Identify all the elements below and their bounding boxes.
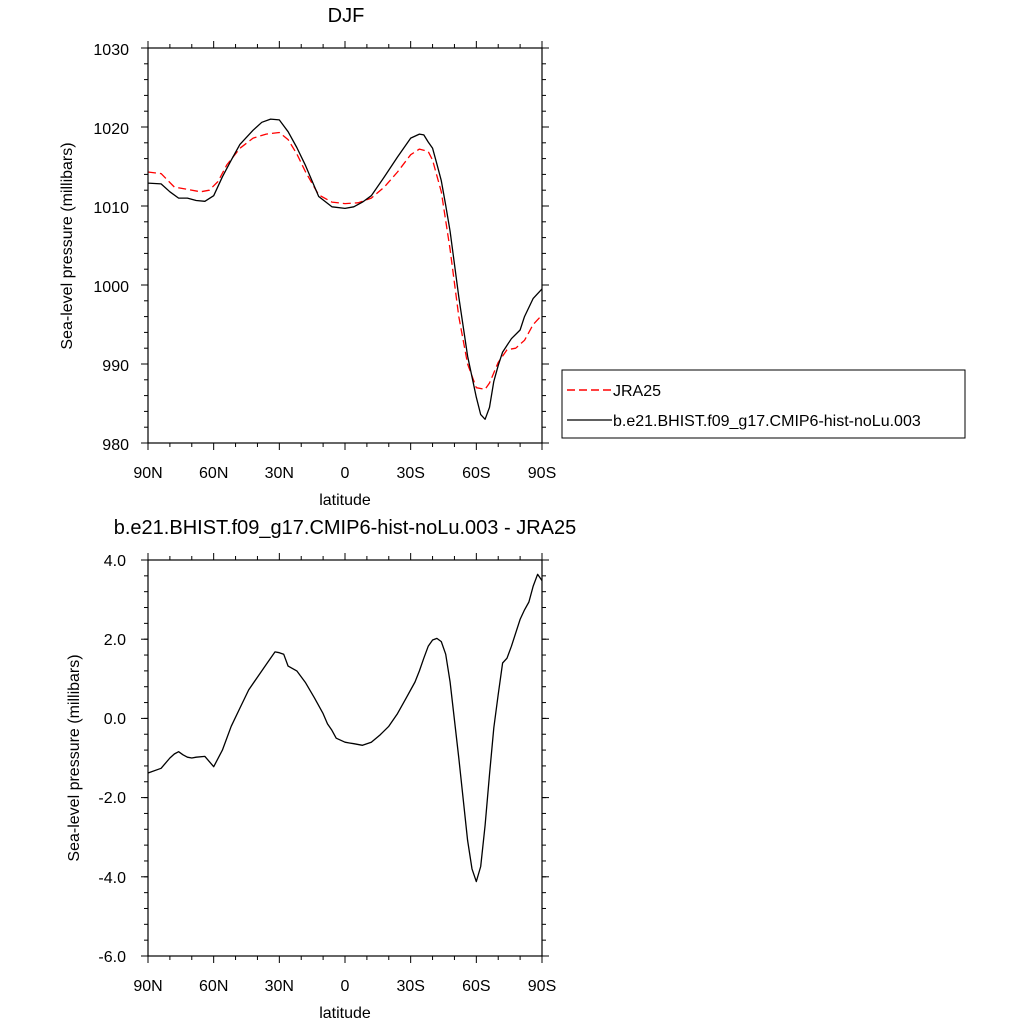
difference-xtick-label: 60N	[199, 978, 228, 995]
difference-ytick-label: 2.0	[104, 632, 126, 649]
difference-xtick-label: 60S	[462, 978, 490, 995]
difference-xtick-label: 30N	[265, 978, 294, 995]
djf-xtick-label: 0	[341, 465, 350, 482]
difference-panel-title: b.e21.BHIST.f09_g17.CMIP6-hist-noLu.003 …	[114, 517, 576, 539]
djf-panel: DJF 1030 1020 1010 1000 990 980 90N 60N …	[59, 5, 556, 509]
difference-series-line-0	[147, 573, 543, 883]
legend-label-model: b.e21.BHIST.f09_g17.CMIP6-hist-noLu.003	[613, 413, 921, 430]
difference-series-lines	[147, 573, 543, 883]
djf-ytick-label: 980	[102, 437, 129, 454]
difference-xtick-label: 90S	[528, 978, 556, 995]
djf-xtick-label: 60S	[462, 465, 490, 482]
difference-ytick-label: 4.0	[104, 553, 126, 570]
difference-xtick-label: 30S	[396, 978, 424, 995]
djf-ytick-label: 1000	[93, 279, 129, 296]
difference-ytick-label: 0.0	[104, 711, 126, 728]
djf-xtick-label: 90S	[528, 465, 556, 482]
difference-y-axis-label: Sea-level pressure (millibars)	[66, 654, 83, 861]
difference-ytick-label: -4.0	[98, 870, 126, 887]
difference-ytick-label: -6.0	[98, 949, 126, 966]
difference-x-axis-label: latitude	[319, 1005, 371, 1022]
difference-ytick-label: -2.0	[98, 790, 126, 807]
djf-ytick-label: 990	[102, 358, 129, 375]
djf-series-line-1	[147, 118, 543, 420]
djf-tick-marks	[141, 41, 549, 450]
difference-xtick-label: 0	[341, 978, 350, 995]
djf-xtick-label: 60N	[199, 465, 228, 482]
djf-xtick-label: 30N	[265, 465, 294, 482]
legend: JRA25 b.e21.BHIST.f09_g17.CMIP6-hist-noL…	[561, 369, 966, 439]
djf-ytick-label: 1030	[93, 42, 129, 59]
djf-y-axis-label: Sea-level pressure (millibars)	[59, 142, 76, 349]
legend-box	[561, 369, 966, 439]
difference-panel: b.e21.BHIST.f09_g17.CMIP6-hist-noLu.003 …	[66, 517, 576, 1022]
djf-xtick-label: 90N	[133, 465, 162, 482]
djf-series-line-0	[147, 131, 543, 390]
difference-xtick-label: 90N	[133, 978, 162, 995]
djf-plot-frame	[147, 47, 543, 444]
djf-x-axis-label: latitude	[319, 492, 371, 509]
difference-plot-frame	[147, 559, 543, 957]
djf-panel-title: DJF	[328, 5, 365, 27]
difference-tick-marks	[141, 553, 549, 963]
djf-series-lines	[147, 118, 543, 420]
djf-ytick-label: 1010	[93, 200, 129, 217]
djf-xtick-label: 30S	[396, 465, 424, 482]
djf-ytick-label: 1020	[93, 121, 129, 138]
legend-label-jra25: JRA25	[613, 383, 661, 400]
